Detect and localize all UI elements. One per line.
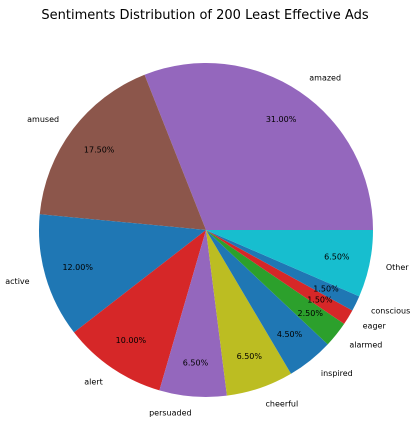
pie-slice-other <box>206 230 373 297</box>
slice-percent-inspired: 4.50% <box>277 330 303 339</box>
pie-labels: amazed 31.00% amused 17.50% active 12.00% aler… <box>5 74 410 418</box>
chart-title: Sentiments Distribution of 200 Least Eff… <box>41 8 368 23</box>
slice-percent-persuaded: 6.50% <box>183 359 209 368</box>
slice-percent-other: 6.50% <box>324 253 350 262</box>
pie-slice-alarmed <box>206 230 345 345</box>
slice-percent-amazed: 31.00% <box>266 115 297 124</box>
pie-slice-inspired <box>206 230 328 374</box>
pie-slice-active <box>38 214 206 333</box>
slice-percent-eager: 1.50% <box>307 295 333 304</box>
slice-percent-conscious: 1.50% <box>313 284 339 293</box>
slice-percent-alert: 10.00% <box>116 336 147 345</box>
slice-label-persuaded: persuaded <box>149 409 192 418</box>
slice-label-alarmed: alarmed <box>349 340 382 349</box>
slice-label-amazed: amazed <box>309 74 341 83</box>
slice-percent-alarmed: 2.50% <box>298 309 324 318</box>
pie-slice-alert <box>74 230 206 391</box>
slice-label-alert: alert <box>84 377 102 386</box>
slice-label-eager: eager <box>363 321 387 330</box>
pie-slice-conscious <box>206 230 360 311</box>
pie-slice-eager <box>206 230 353 324</box>
slice-label-inspired: inspired <box>321 369 353 378</box>
pie-slice-cheerful <box>206 230 292 396</box>
slice-label-amused: amused <box>27 115 59 124</box>
pie-slices <box>38 63 373 397</box>
slice-percent-amused: 17.50% <box>84 145 115 154</box>
slice-label-conscious: conscious <box>371 306 410 315</box>
slice-label-active: active <box>5 277 29 286</box>
pie-slice-persuaded <box>159 230 227 397</box>
slice-percent-active: 12.00% <box>62 263 93 272</box>
slice-label-other: Other <box>386 263 409 272</box>
slice-label-cheerful: cheerful <box>266 399 299 408</box>
slice-percent-cheerful: 6.50% <box>237 352 263 361</box>
pie-slice-amazed <box>144 63 373 231</box>
pie-slice-amused <box>39 74 206 230</box>
